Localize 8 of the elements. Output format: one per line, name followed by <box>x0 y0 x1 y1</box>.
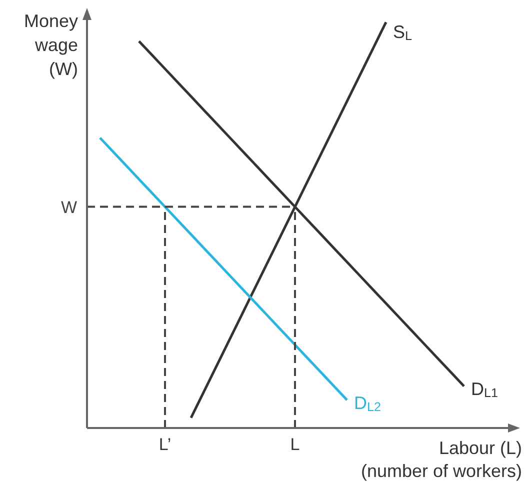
series-label: W <box>60 198 77 217</box>
x-axis-title: Labour (L) (number of workers) <box>360 437 522 482</box>
series-label: D$_{L2}$ <box>354 392 382 414</box>
x-tick-label: L <box>290 435 300 454</box>
series-label: S$_{L}$ <box>393 22 412 44</box>
series-label: D$_{L1}$ <box>471 379 498 400</box>
x-tick-label: L’ <box>158 435 172 454</box>
y-axis-title: Money wage (W) <box>22 10 78 81</box>
